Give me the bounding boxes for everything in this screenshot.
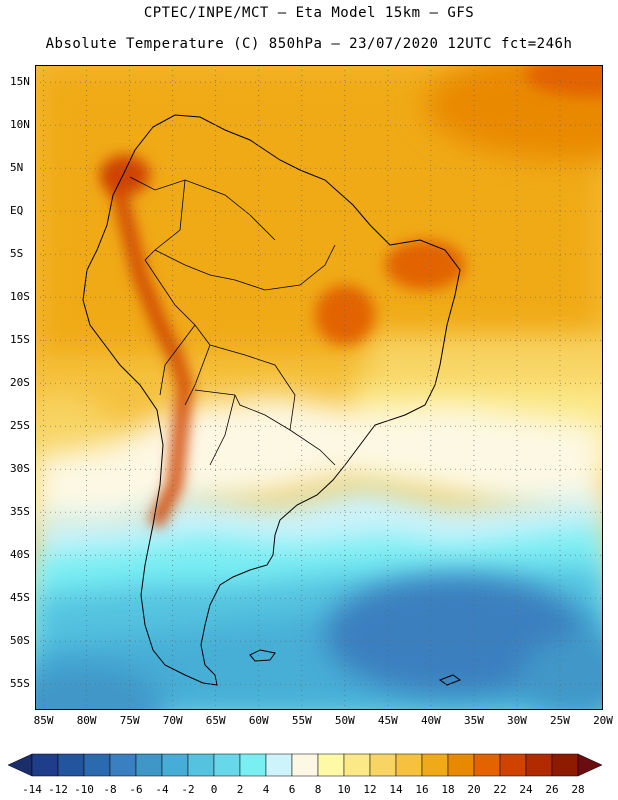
field-ne-atlantic-hot — [525, 65, 603, 97]
falkland-islands — [249, 649, 276, 662]
lon-tick-label: 20W — [593, 714, 613, 727]
colorbar-swatch — [343, 753, 371, 777]
colorbar-swatch — [57, 753, 85, 777]
lon-tick-label: 50W — [334, 714, 355, 727]
colorbar-swatch — [265, 753, 293, 777]
lat-tick-label: 5S — [10, 247, 24, 261]
lat-tick-label: 10S — [10, 290, 30, 304]
colorbar-tick-label: 4 — [262, 783, 270, 796]
colorbar-swatch — [213, 753, 241, 777]
colorbar — [7, 753, 603, 777]
chart-title: CPTEC/INPE/MCT – Eta Model 15km – GFS — [143, 5, 475, 21]
colorbar-under-arrow — [7, 753, 33, 777]
lat-tick-label: 10N — [10, 118, 30, 132]
lon-tick-label: 80W — [76, 714, 97, 727]
colorbar-swatch — [109, 753, 137, 777]
colorbar-swatch — [187, 753, 215, 777]
colorbar-tick-label: -2 — [181, 783, 195, 796]
lat-tick-label: 15N — [10, 75, 30, 89]
lat-tick-label: 40S — [10, 548, 30, 562]
colorbar-tick-label: 28 — [571, 783, 585, 796]
colorbar-swatch — [395, 753, 423, 777]
lat-tick-label: 50S — [10, 634, 30, 648]
colorbar-swatch — [31, 753, 59, 777]
lon-tick-label: 75W — [119, 714, 140, 727]
map-frame — [35, 65, 603, 710]
colorbar-swatch — [525, 753, 553, 777]
colorbar-swatch — [421, 753, 449, 777]
lon-tick-label: 45W — [377, 714, 398, 727]
lon-tick-label: 30W — [507, 714, 527, 727]
colorbar-tick-label: 2 — [236, 783, 244, 796]
colorbar-tick-label: 14 — [389, 783, 403, 796]
lon-tick-label: 40W — [420, 714, 441, 727]
lat-tick-label: 45S — [10, 591, 30, 605]
field-ne-brazil-warm — [385, 240, 465, 290]
colorbar-tick-label: 12 — [363, 783, 377, 796]
lon-tick-label: 60W — [248, 714, 269, 727]
colorbar-swatch — [161, 753, 189, 777]
colorbar-swatch — [551, 753, 579, 777]
lat-tick-label: 5N — [10, 161, 24, 175]
colorbar-tick-label: 20 — [467, 783, 481, 796]
lon-tick-label: 35W — [463, 714, 484, 727]
colorbar-swatch — [83, 753, 111, 777]
colorbar-tick-label: -10 — [74, 783, 94, 796]
country-borders — [129, 176, 336, 466]
chart-subtitle: Absolute Temperature (C) 850hPa – 23/07/… — [45, 36, 573, 52]
field-cold-core-south — [325, 575, 585, 695]
field-cold-se — [520, 635, 603, 710]
south-georgia — [438, 674, 462, 686]
colorbar-tick-label: 0 — [210, 783, 218, 796]
lat-tick-label: 35S — [10, 505, 30, 519]
lat-tick-label: 30S — [10, 462, 30, 476]
colorbar-swatch — [369, 753, 397, 777]
field-venezuela-warm — [100, 155, 150, 195]
temperature-map — [35, 65, 603, 710]
colorbar-tick-label: 16 — [415, 783, 429, 796]
colorbar-swatch — [317, 753, 345, 777]
colorbar-tick-label: -14 — [22, 783, 42, 796]
colorbar-over-arrow — [577, 753, 603, 777]
colorbar-tick-label: 22 — [493, 783, 507, 796]
colorbar-tick-label: 18 — [441, 783, 455, 796]
colorbar-tick-label: 24 — [519, 783, 533, 796]
lat-tick-label: 25S — [10, 419, 30, 433]
lat-tick-label: 15S — [10, 333, 30, 347]
colorbar-swatch — [291, 753, 319, 777]
colorbar-swatch — [239, 753, 267, 777]
lon-tick-label: 85W — [33, 714, 54, 727]
colorbar-tick-label: 10 — [337, 783, 351, 796]
colorbar-tick-label: 6 — [288, 783, 296, 796]
colorbar-swatch — [447, 753, 475, 777]
field-cold-core-sw — [35, 665, 165, 710]
lon-tick-label: 25W — [550, 714, 570, 727]
lat-tick-label: 20S — [10, 376, 30, 390]
lat-tick-label: 55S — [10, 677, 30, 691]
colorbar-tick-label: -4 — [155, 783, 169, 796]
lon-tick-label: 65W — [205, 714, 226, 727]
colorbar-tick-label: -6 — [129, 783, 143, 796]
lat-tick-label: EQ — [10, 204, 24, 218]
colorbar-swatch — [473, 753, 501, 777]
colorbar-swatch — [499, 753, 527, 777]
lon-tick-label: 55W — [291, 714, 312, 727]
colorbar-tick-label: -8 — [103, 783, 117, 796]
lon-tick-label: 70W — [162, 714, 183, 727]
colorbar-tick-label: 8 — [314, 783, 322, 796]
colorbar-tick-label: -12 — [48, 783, 68, 796]
colorbar-swatch — [135, 753, 163, 777]
south-america-coastline — [82, 114, 461, 686]
colorbar-tick-label: 26 — [545, 783, 559, 796]
